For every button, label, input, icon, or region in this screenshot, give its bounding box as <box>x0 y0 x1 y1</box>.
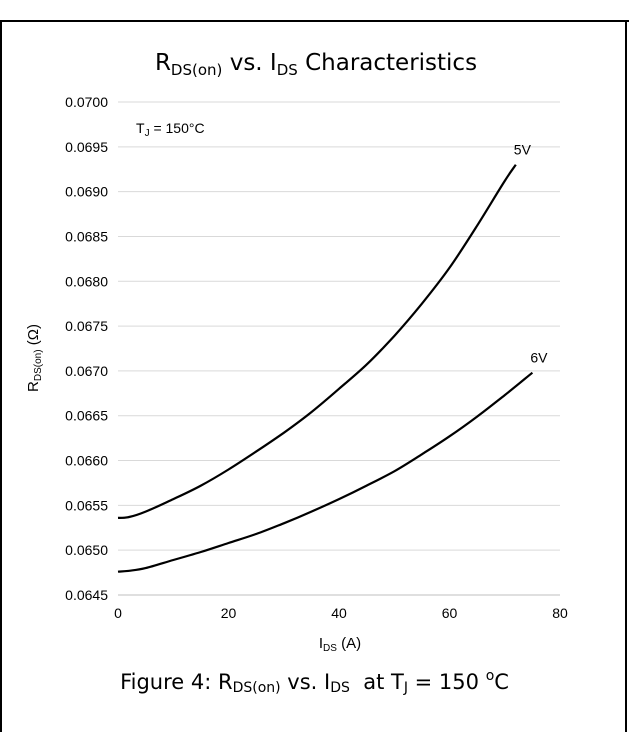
x-tick-label: 40 <box>331 605 347 621</box>
caption-mid: vs. I <box>280 670 331 694</box>
series-line-5V <box>117 164 517 519</box>
x-axis-label: IDS (A) <box>319 635 361 654</box>
chart-title: RDS(on) vs. IDS Characteristics <box>155 50 477 79</box>
y-tick-label: 0.0660 <box>65 453 108 469</box>
caption-tj-sub: J <box>403 680 408 696</box>
chart: 0.0645 0.0650 0.0655 0.0660 0.0665 0.0670 0.06… <box>25 50 568 654</box>
y-tick-label: 0.0675 <box>65 318 108 334</box>
series-label-5V: 5V <box>514 142 532 158</box>
y-axis-label-main: R <box>25 381 42 392</box>
caption-i-sub: DS <box>330 680 350 696</box>
annotation-tj-main: T <box>136 120 145 136</box>
x-axis-label-sub: DS <box>323 643 337 654</box>
y-tick-label: 0.0665 <box>65 408 108 424</box>
annotation-tj: TJ = 150°C <box>136 120 205 139</box>
x-tick-label: 80 <box>552 605 568 621</box>
caption-temp-value: = 150 <box>407 670 486 694</box>
y-tick-label: 0.0650 <box>65 542 108 558</box>
y-axis-label: RDS(on) (Ω) <box>25 324 44 392</box>
caption-unit: C <box>494 670 509 694</box>
x-tick-labels: 0 20 40 60 80 <box>114 605 568 621</box>
y-tick-label: 0.0670 <box>65 363 108 379</box>
y-axis-label-unit: (Ω) <box>25 324 42 349</box>
y-tick-label: 0.0685 <box>65 228 108 244</box>
x-tick-label: 0 <box>114 605 122 621</box>
series-label-6V: 6V <box>530 350 548 366</box>
title-r: R <box>155 50 171 76</box>
x-axis-label-main: I <box>319 635 323 652</box>
y-tick-label: 0.0700 <box>65 94 108 110</box>
caption-tj-text: at T <box>349 670 404 694</box>
y-tick-label: 0.0690 <box>65 184 108 200</box>
title-i-sub: DS <box>277 61 298 79</box>
title-rest: Characteristics <box>298 50 477 76</box>
y-tick-label: 0.0645 <box>65 587 108 603</box>
y-tick-label: 0.0695 <box>65 139 108 155</box>
series-line-6V <box>117 371 534 573</box>
caption-degree-sup: o <box>485 668 495 684</box>
annotation-tj-rest: = 150°C <box>150 120 205 136</box>
figure-caption: Figure 4: RDS(on) vs. IDS at TJ = 150 oC <box>0 668 629 696</box>
title-vs: vs. I <box>222 50 276 76</box>
annotation-tj-sub: J <box>145 128 150 139</box>
caption-r-sub: DS(on) <box>232 680 281 696</box>
y-tick-labels: 0.0645 0.0650 0.0655 0.0660 0.0665 0.0670 0.06… <box>65 94 108 603</box>
x-axis-label-unit: (A) <box>337 635 361 652</box>
y-tick-label: 0.0655 <box>65 497 108 513</box>
title-r-sub: DS(on) <box>171 61 222 79</box>
x-tick-label: 60 <box>442 605 458 621</box>
y-axis-label-sub: DS(on) <box>33 349 44 381</box>
caption-prefix: Figure 4: R <box>120 670 233 694</box>
grid-lines <box>118 101 560 551</box>
y-tick-label: 0.0680 <box>65 273 108 289</box>
header-bar <box>0 0 629 22</box>
x-tick-label: 20 <box>221 605 237 621</box>
series-lines: 5V 6V <box>117 142 548 573</box>
